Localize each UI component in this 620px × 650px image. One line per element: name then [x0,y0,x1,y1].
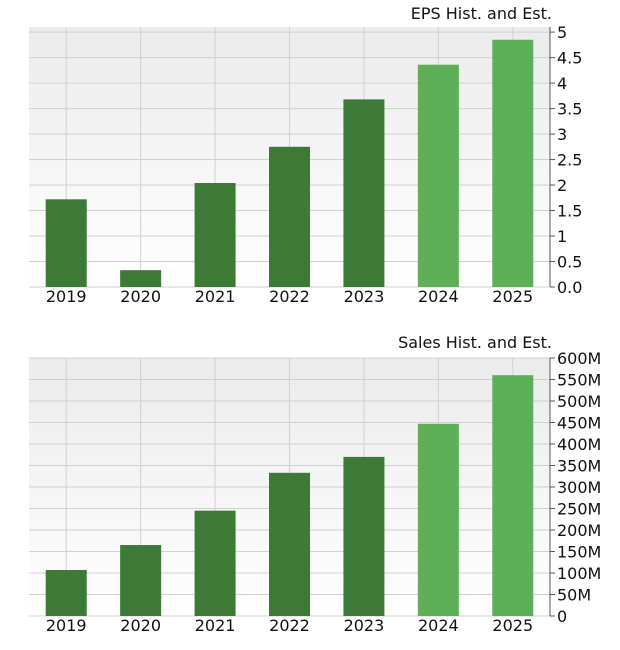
eps-bar-chart: 0.0 0.5 1 1.5 2 2.5 3 3.5 4 4.5 5 2019 2020 2021 2022 2… [29,23,582,306]
eps-y-tick-label: 4.5 [557,49,582,68]
eps-x-tick-label: 2019 [46,287,87,306]
sales-bar-2021 [194,510,236,616]
eps-bar-2022 [269,146,310,287]
sales-bar-2025 [492,375,534,616]
sales-bar-2020 [120,545,162,616]
eps-bar-2021 [194,183,236,287]
eps-y-tick-label: 0.5 [557,253,582,272]
sales-y-tick-label: 450M [557,414,601,433]
sales-chart-panel: Sales Hist. and Est. 0 50M 100M 150M 200M 250… [0,326,620,650]
eps-bar-2020 [120,270,162,287]
eps-y-tick-label: 4 [557,74,567,93]
eps-bar-2023 [343,99,385,288]
sales-bar-2022 [269,472,310,616]
sales-chart-title: Sales Hist. and Est. [398,333,552,352]
eps-chart-panel: EPS Hist. and Est. 0.0 0.5 1 1.5 2 2.5 3 3.5 4 4.… [0,0,620,320]
eps-y-tick-label: 2 [557,176,567,195]
sales-y-tick-label: 100M [557,564,601,583]
sales-bar-2019 [45,569,87,616]
eps-x-tick-label: 2023 [344,287,385,306]
sales-y-tick-label: 50M [557,586,591,605]
eps-x-tick-label: 2021 [195,287,236,306]
eps-bar-2024 [417,64,459,287]
sales-y-tick-label: 200M [557,521,601,540]
sales-y-tick-label: 300M [557,478,601,497]
sales-y-tick-label: 500M [557,392,601,411]
eps-y-tick-label: 1.5 [557,202,582,221]
sales-bar-chart: 0 50M 100M 150M 200M 250M 300M 350M 400M 450M 500M… [29,349,601,635]
sales-y-tick-label: 350M [557,457,601,476]
eps-y-tick-label: 3.5 [557,100,582,119]
eps-bar-2025 [492,39,534,287]
sales-y-tick-label: 400M [557,435,601,454]
eps-y-tick-label: 1 [557,227,567,246]
eps-y-tick-label: 2.5 [557,151,582,170]
sales-y-tick-label: 0 [557,607,567,626]
eps-x-tick-label: 2020 [120,287,161,306]
sales-y-tick-label: 550M [557,371,601,390]
eps-y-tick-label: 5 [557,23,567,42]
sales-x-tick-label: 2024 [418,616,459,635]
eps-bar-2019 [45,199,87,287]
eps-x-tick-label: 2022 [269,287,310,306]
sales-x-tick-label: 2021 [195,616,236,635]
sales-y-tick-label: 150M [557,543,601,562]
eps-x-tick-label: 2024 [418,287,459,306]
eps-chart-title: EPS Hist. and Est. [410,4,552,23]
sales-x-tick-label: 2025 [492,616,533,635]
sales-x-tick-label: 2022 [269,616,310,635]
eps-y-tick-label: 3 [557,125,567,144]
sales-bar-2023 [343,456,385,616]
eps-y-tick-label: 0.0 [557,278,582,297]
sales-x-tick-label: 2020 [120,616,161,635]
sales-x-tick-label: 2019 [46,616,87,635]
sales-y-tick-label: 600M [557,349,601,368]
sales-x-tick-label: 2023 [344,616,385,635]
sales-y-tick-label: 250M [557,500,601,519]
sales-bar-2024 [417,423,459,616]
eps-x-tick-label: 2025 [492,287,533,306]
